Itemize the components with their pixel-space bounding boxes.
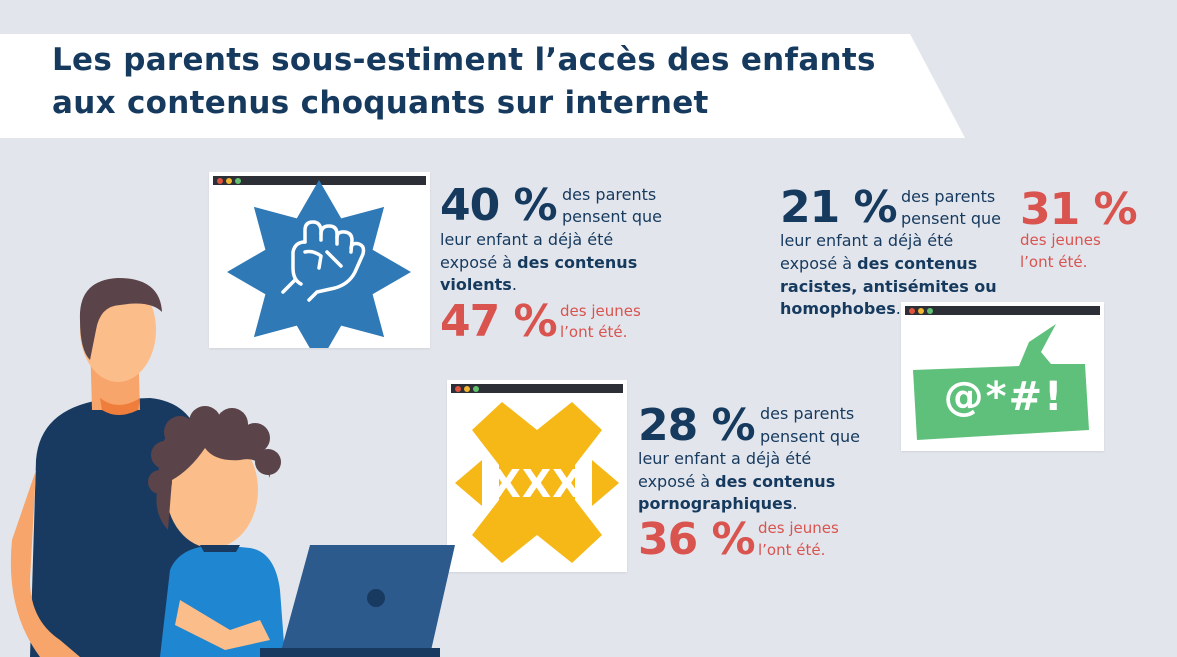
racist-line-4: exposé à des contenus [780, 254, 978, 273]
browser-title-bar [213, 176, 426, 185]
violent-browser-window [209, 172, 430, 348]
porn-youth-text-2: l’ont été. [758, 541, 826, 559]
xxx-icon [455, 402, 619, 563]
violent-youth-text-1: des jeunes [560, 302, 641, 320]
racist-parents-text-1: des parents [901, 187, 996, 206]
racist-youth-percent: 31 % [1020, 184, 1138, 235]
title-banner-shape [0, 34, 965, 138]
close-dot-icon [909, 308, 915, 314]
minimize-dot-icon [918, 308, 924, 314]
fist-icon [227, 180, 411, 348]
porn-parents-text-1: des parents [760, 404, 855, 423]
violent-parents-text-1: des parents [562, 185, 657, 204]
violent-line-3: leur enfant a déjà été [440, 230, 614, 249]
symbol-text: @*#! [943, 374, 1065, 420]
violent-line-5: violents. [440, 275, 517, 294]
xxx-text: XXX [491, 462, 583, 506]
minimize-dot-icon [464, 386, 470, 392]
child-figure-icon [148, 406, 285, 657]
porn-line-4: exposé à des contenus [638, 472, 836, 491]
maximize-dot-icon [235, 178, 241, 184]
laptop-icon [260, 545, 455, 657]
speech-bubble-icon [913, 324, 1089, 440]
minimize-dot-icon [226, 178, 232, 184]
porn-parents-text-2: pensent que [760, 427, 860, 446]
title-banner: Les parents sous-estiment l’accès des en… [0, 34, 965, 138]
racist-youth-text-2: l’ont été. [1020, 253, 1088, 271]
porn-line-5: pornographiques. [638, 494, 798, 513]
porn-browser-window: XXX [447, 380, 627, 572]
close-dot-icon [217, 178, 223, 184]
porn-line-3: leur enfant a déjà été [638, 449, 812, 468]
racist-parents-percent: 21 % [780, 182, 898, 233]
parent-child-illustration [10, 278, 455, 657]
violent-youth-percent: 47 % [440, 296, 558, 347]
racist-line-3: leur enfant a déjà été [780, 231, 954, 250]
porn-youth-text-1: des jeunes [758, 519, 839, 537]
maximize-dot-icon [473, 386, 479, 392]
close-dot-icon [455, 386, 461, 392]
racist-youth-text-1: des jeunes [1020, 231, 1101, 249]
porn-youth-percent: 36 % [638, 514, 756, 565]
maximize-dot-icon [927, 308, 933, 314]
page-title-line-2: aux contenus choquants sur internet [52, 85, 709, 121]
violent-line-4: exposé à des contenus [440, 253, 638, 272]
racist-line-5: racistes, antisémites ou [780, 277, 997, 296]
violent-youth-text-2: l’ont été. [560, 323, 628, 341]
violent-parents-text-2: pensent que [562, 207, 662, 226]
violent-parents-percent: 40 % [440, 180, 558, 231]
browser-title-bar [905, 306, 1100, 315]
racist-line-6: homophobes. [780, 299, 901, 318]
racist-parents-text-2: pensent que [901, 209, 1001, 228]
browser-title-bar [451, 384, 623, 393]
porn-parents-percent: 28 % [638, 400, 756, 451]
page-title-line-1: Les parents sous-estiment l’accès des en… [52, 42, 876, 78]
racist-browser-window: @*#! [901, 302, 1104, 451]
